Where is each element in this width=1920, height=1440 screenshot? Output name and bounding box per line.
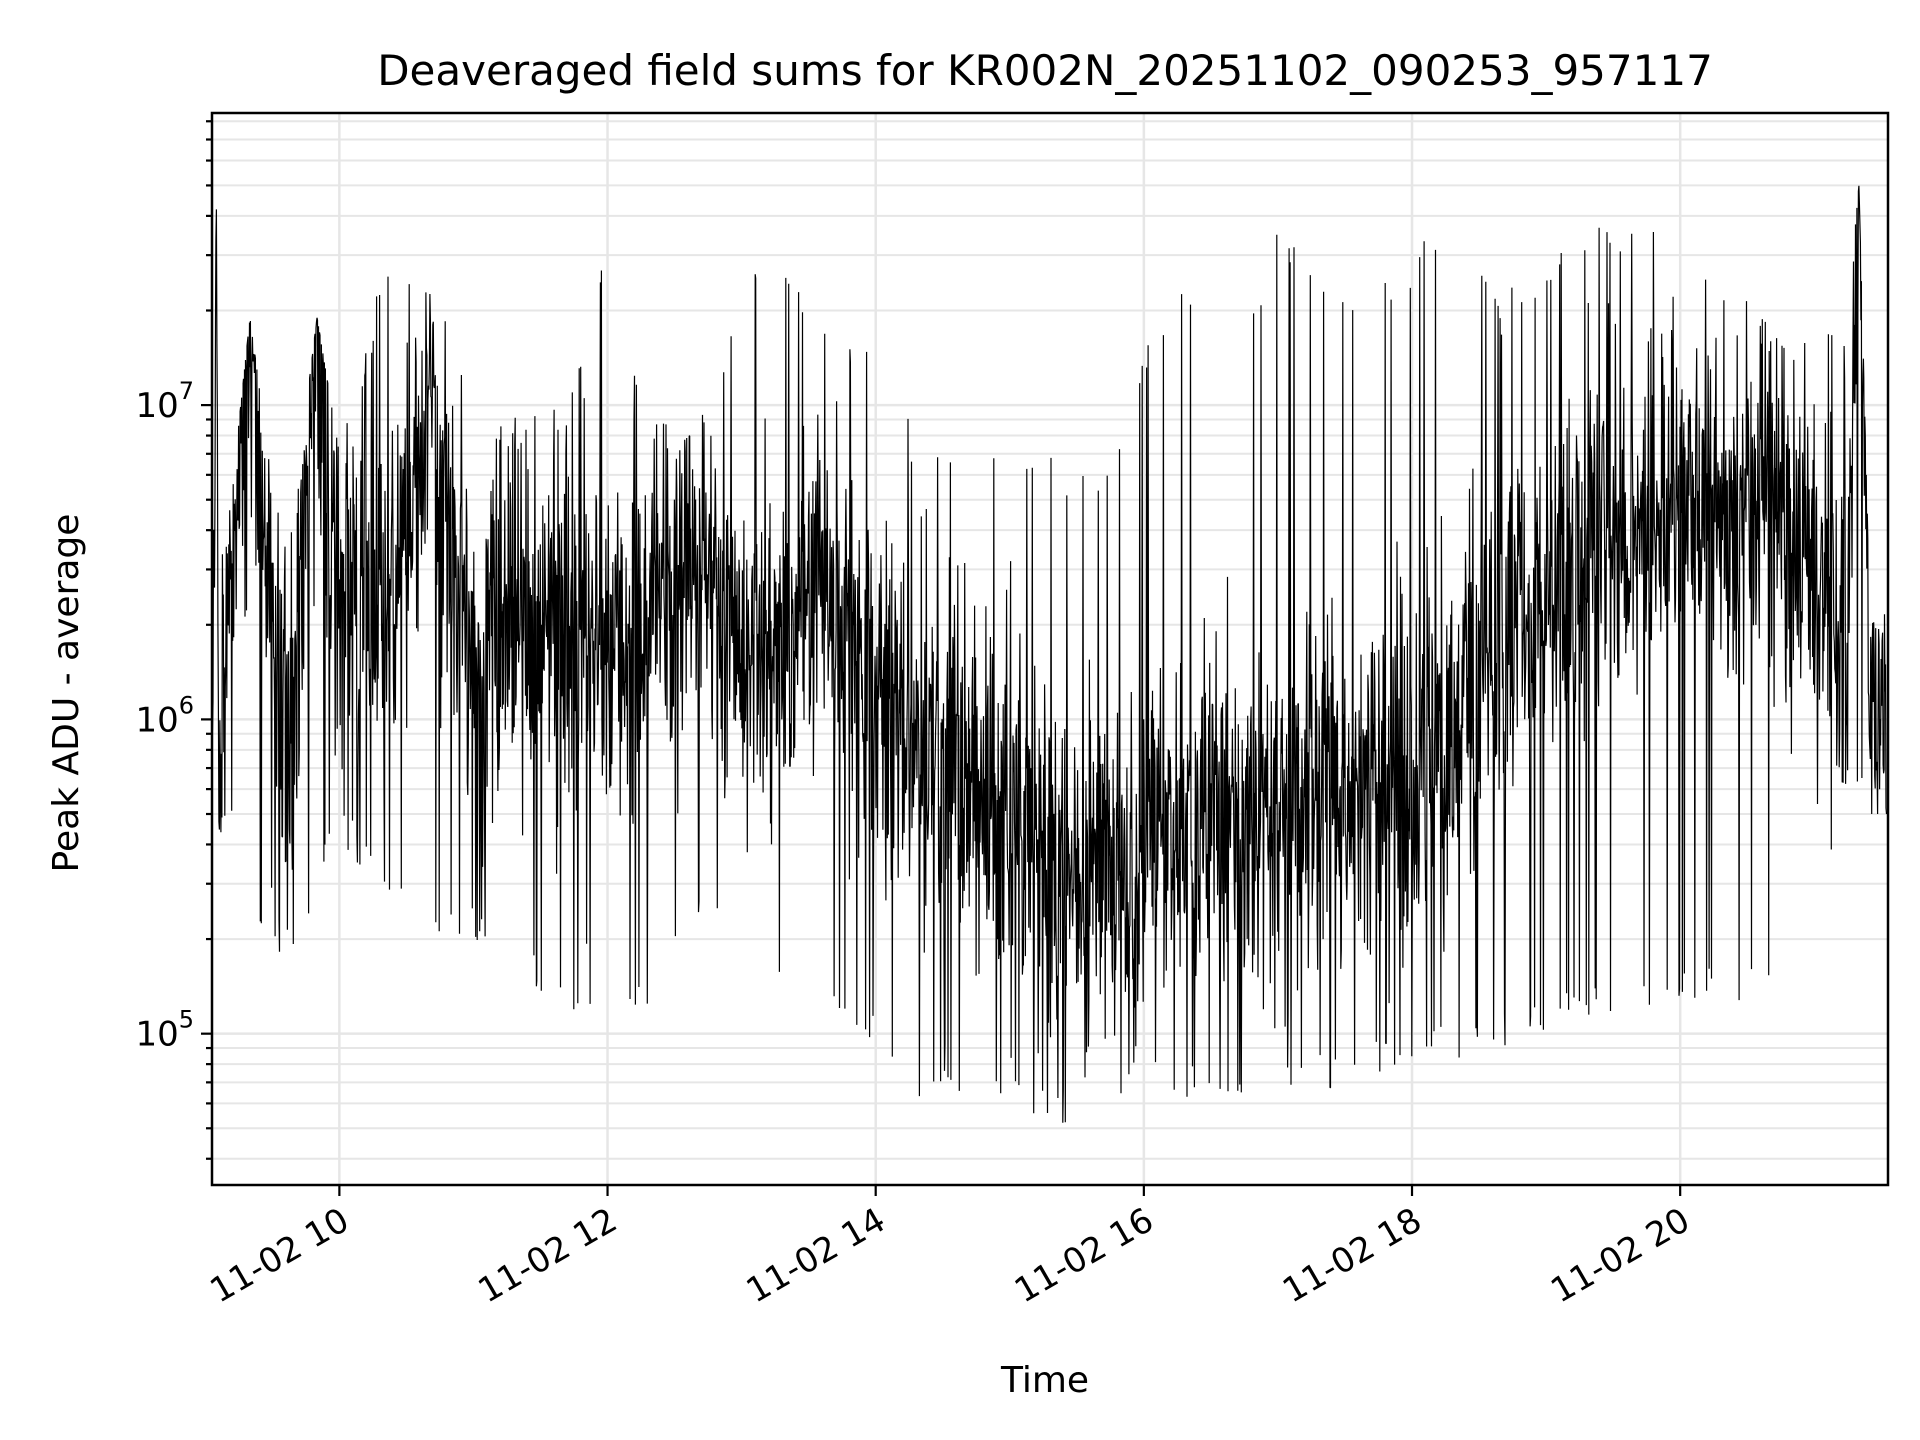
y-tick-exponent: 5 (179, 1006, 194, 1034)
y-tick-exponent: 7 (179, 377, 194, 405)
y-tick-base: 10 (135, 700, 178, 740)
y-tick-label: 107 (135, 377, 194, 426)
plot-frame (210, 111, 1890, 1187)
y-axis-label: Peak ADU - average (46, 514, 87, 873)
x-axis-label: Time (1000, 1360, 1089, 1401)
y-tick-label: 105 (135, 1006, 194, 1055)
y-tick-base: 10 (135, 386, 178, 426)
series-group (211, 185, 1889, 1123)
chart-title: Deaveraged field sums for KR002N_2025110… (377, 46, 1713, 95)
y-tick-base: 10 (135, 1015, 178, 1055)
y-tick-exponent: 6 (179, 691, 194, 719)
y-tick-label: 106 (135, 691, 194, 740)
series-line (211, 185, 1889, 1123)
